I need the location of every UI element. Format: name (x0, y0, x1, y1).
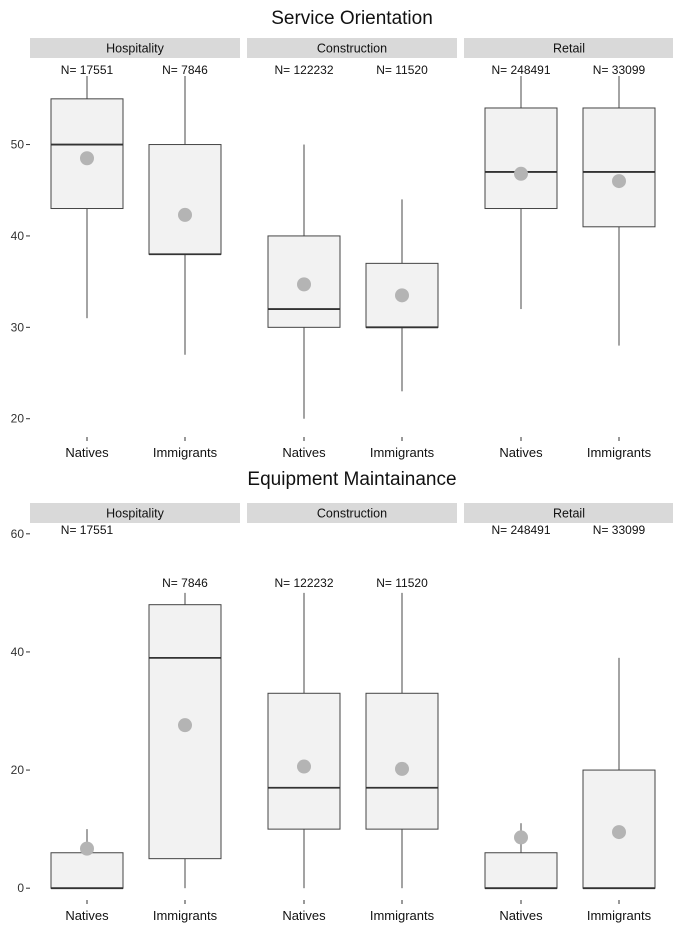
x-category-label: Natives (282, 445, 326, 460)
mean-point (297, 759, 311, 774)
box-iqr (484, 107, 558, 210)
x-category-label: Natives (499, 908, 543, 923)
y-tick-label: 20 (11, 412, 25, 426)
x-category-label: Immigrants (370, 908, 435, 923)
box-iqr (50, 852, 124, 889)
box-hospitality-natives: N= 17551 (50, 63, 124, 319)
x-category-label: Immigrants (153, 908, 218, 923)
facet-label: Hospitality (106, 42, 164, 56)
mean-point (612, 825, 626, 840)
mean-point (514, 166, 528, 181)
mean-point (80, 151, 94, 166)
sample-size-label: N= 17551 (61, 63, 114, 77)
box-construction-immigrants: N= 11520 (365, 63, 439, 392)
box-hospitality-natives: N= 17551 (50, 523, 124, 890)
sample-size-label: N= 33099 (593, 63, 646, 77)
x-category-label: Natives (282, 908, 326, 923)
mean-point (395, 288, 409, 303)
box-iqr (582, 107, 656, 228)
box-retail-immigrants: N= 33099 (582, 523, 656, 890)
facet-label: Hospitality (106, 507, 164, 521)
chart-panel-equipment-maintainance: Equipment Maintainance Hospitality Constru… (11, 469, 673, 923)
sample-size-label: N= 248491 (491, 63, 550, 77)
box-construction-natives: N= 122232 (267, 63, 341, 419)
sample-size-label: N= 17551 (61, 523, 114, 537)
mean-point (395, 761, 409, 776)
facet-label: Construction (317, 507, 387, 521)
facet-strip (464, 503, 673, 523)
chart-title: Service Orientation (271, 8, 433, 29)
sample-size-label: N= 11520 (376, 576, 428, 590)
sample-size-label: N= 33099 (593, 523, 646, 537)
box-iqr (365, 692, 439, 830)
y-tick-label: 50 (11, 138, 25, 152)
y-tick-label: 40 (11, 229, 25, 243)
y-tick-label: 40 (11, 645, 25, 659)
sample-size-label: N= 122232 (274, 63, 333, 77)
box-iqr (484, 852, 558, 889)
facet-strip (247, 503, 457, 523)
sample-size-label: N= 248491 (491, 523, 550, 537)
y-tick-label: 20 (11, 763, 25, 777)
box-hospitality-immigrants: N= 7846 (148, 576, 222, 889)
facet-label: Construction (317, 42, 387, 56)
box-retail-natives: N= 248491 (484, 523, 558, 890)
facet-strip (464, 38, 673, 58)
chart-title: Equipment Maintainance (247, 469, 456, 490)
x-category-label: Immigrants (587, 908, 652, 923)
facet-label: Retail (553, 507, 585, 521)
sample-size-label: N= 7846 (162, 576, 208, 590)
facet-strip (30, 503, 240, 523)
box-iqr (148, 144, 222, 255)
box-construction-natives: N= 122232 (267, 576, 341, 889)
box-retail-immigrants: N= 33099 (582, 63, 656, 346)
mean-point (80, 841, 94, 856)
box-hospitality-immigrants: N= 7846 (148, 63, 222, 355)
sample-size-label: N= 7846 (162, 63, 208, 77)
facet-label: Retail (553, 42, 585, 56)
mean-point (514, 830, 528, 845)
mean-point (297, 277, 311, 292)
facet-strip (247, 38, 457, 58)
mean-point (178, 207, 192, 222)
sample-size-label: N= 122232 (274, 576, 333, 590)
chart-panel-service-orientation: Service Orientation Hospitality Constructi… (11, 8, 673, 460)
x-category-label: Natives (499, 445, 543, 460)
y-tick-label: 30 (11, 320, 25, 334)
x-category-label: Natives (65, 908, 109, 923)
y-tick-label: 0 (17, 881, 24, 895)
mean-point (612, 174, 626, 189)
x-category-label: Immigrants (587, 445, 652, 460)
x-category-label: Immigrants (370, 445, 435, 460)
x-category-label: Immigrants (153, 445, 218, 460)
mean-point (178, 718, 192, 733)
x-category-label: Natives (65, 445, 109, 460)
box-construction-immigrants: N= 11520 (365, 576, 439, 889)
y-tick-label: 60 (11, 527, 25, 541)
facet-strip (30, 38, 240, 58)
box-retail-natives: N= 248491 (484, 63, 558, 310)
sample-size-label: N= 11520 (376, 63, 428, 77)
